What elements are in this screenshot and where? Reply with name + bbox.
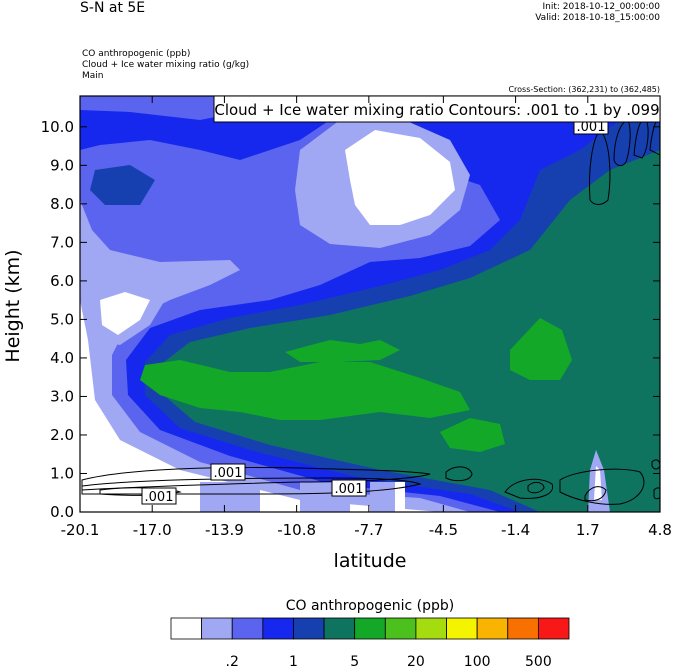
field-descriptions: CO anthropogenic (ppb) Cloud + Ice water… xyxy=(82,49,249,82)
cloud-contour-upper-2 xyxy=(613,119,631,167)
figure-title: S-N at 5E xyxy=(80,0,146,16)
cloud-contour-right-2 xyxy=(504,478,554,499)
field-green-lower xyxy=(440,418,505,452)
cloud-contour-right-3 xyxy=(527,481,545,494)
colorbar-swatch xyxy=(262,617,294,640)
field-line-co: CO anthropogenic (ppb) xyxy=(82,49,191,59)
y-tick-label: 7.0 xyxy=(50,233,74,251)
y-tick-label: 2.0 xyxy=(50,426,74,444)
field-green-right xyxy=(510,318,572,380)
colorbar-swatch xyxy=(170,617,203,640)
x-tick-label: -13.9 xyxy=(205,521,244,539)
x-tick-label: -20.1 xyxy=(61,521,100,539)
y-tick-label: 8.0 xyxy=(50,195,74,213)
field-teal xyxy=(160,150,660,512)
field-line-main: Main xyxy=(82,71,104,81)
colorbar-tick-label: .2 xyxy=(226,654,239,668)
colorbar-tick-label: 500 xyxy=(525,654,552,668)
colorbar-swatch xyxy=(293,617,325,640)
colorbar-swatch xyxy=(354,617,386,640)
colorbar-swatch xyxy=(201,617,233,640)
colorbar-swatch xyxy=(384,617,417,640)
heatmap-field xyxy=(80,96,660,512)
contour-label-1: .001 xyxy=(145,490,174,505)
y-axis-label: Height (km) xyxy=(2,249,24,363)
colorbar-tick-label: 1 xyxy=(289,654,298,668)
field-surface-col-1 xyxy=(200,482,260,512)
colorbar-swatch xyxy=(507,617,539,640)
colorbar-swatch xyxy=(231,617,264,640)
y-tick-label: 5.0 xyxy=(50,310,74,328)
colorbar-tick-label: 20 xyxy=(407,654,425,668)
contour-label-3: .001 xyxy=(335,482,364,497)
colorbar-swatch xyxy=(476,617,509,640)
y-tick-label: 6.0 xyxy=(50,272,74,290)
field-white-left-core xyxy=(100,292,150,335)
cross-section-label: Cross-Section: (362,231) to (362,485) xyxy=(508,85,660,94)
contour-legend-box xyxy=(213,95,661,123)
x-tick-label: -4.5 xyxy=(429,521,458,539)
cloud-contour-right-1 xyxy=(445,466,473,482)
contour-label-box-3 xyxy=(331,479,367,497)
x-tick-label: -10.8 xyxy=(277,521,316,539)
x-axis-label: latitude xyxy=(333,550,407,572)
x-axis: -20.1 -17.0 -13.9 -10.8 -7.7 -4.5 -1.4 1.7 4.8 xyxy=(61,96,672,539)
cloud-contour-right-4 xyxy=(559,468,645,505)
time-info: Init: 2018-10-12_00:00:00 Valid: 2018-10… xyxy=(535,2,660,24)
contour-label-4: .001 xyxy=(577,120,606,135)
x-tick-label: 4.8 xyxy=(648,521,672,539)
field-white-core xyxy=(345,130,455,225)
colorbar-tick-label: 5 xyxy=(350,654,359,668)
y-tick-label: 9.0 xyxy=(50,156,74,174)
cloud-contour-low-1 xyxy=(81,467,431,491)
colorbar: .2 1 5 20 100 500 xyxy=(170,617,570,668)
y-tick-label: 0.0 xyxy=(50,503,74,521)
colorbar-swatch xyxy=(446,617,478,640)
cloud-contour-low-3 xyxy=(99,487,182,496)
y-tick-label: 1.0 xyxy=(50,464,74,482)
field-dark-blue-patch xyxy=(90,165,155,205)
colorbar-swatch xyxy=(537,617,570,640)
x-tick-label: -17.0 xyxy=(133,521,172,539)
contour-label-box-2 xyxy=(210,463,246,481)
field-plume-core xyxy=(594,466,602,500)
y-tick-label: 4.0 xyxy=(50,349,74,367)
init-time: Init: 2018-10-12_00:00:00 xyxy=(542,2,660,12)
cloud-contour-low-2 xyxy=(81,477,422,495)
y-tick-label: 10.0 xyxy=(41,118,74,136)
cloud-contour-upper-1 xyxy=(589,129,611,205)
colorbar-swatch xyxy=(323,617,356,640)
contour-label-2: .001 xyxy=(214,466,243,481)
x-tick-label: -1.4 xyxy=(501,521,530,539)
x-tick-label: -7.7 xyxy=(354,521,383,539)
cloud-contour-right-7 xyxy=(653,487,660,500)
contour-legend-text: Cloud + Ice water mixing ratio Contours:… xyxy=(214,101,659,119)
cloud-contour-right-5 xyxy=(584,486,607,502)
field-line-cloud: Cloud + Ice water mixing ratio (g/kg) xyxy=(82,60,250,70)
field-surface-col-4 xyxy=(395,482,405,512)
colorbar-tick-label: 100 xyxy=(464,654,491,668)
cloud-contour-upper-4 xyxy=(649,117,660,156)
y-axis: 0.0 1.0 2.0 3.0 4.0 5.0 6.0 7.0 8.0 9.0 10.0 xyxy=(41,118,660,521)
valid-time: Valid: 2018-10-18_15:00:00 xyxy=(535,13,660,23)
contour-label-box-1 xyxy=(141,487,177,505)
colorbar-title: CO anthropogenic (ppb) xyxy=(285,598,455,614)
field-green-upper xyxy=(285,340,400,362)
x-tick-label: 1.7 xyxy=(576,521,600,539)
y-tick-label: 3.0 xyxy=(50,387,74,405)
colorbar-swatch xyxy=(415,617,447,640)
field-green-main xyxy=(140,360,470,420)
